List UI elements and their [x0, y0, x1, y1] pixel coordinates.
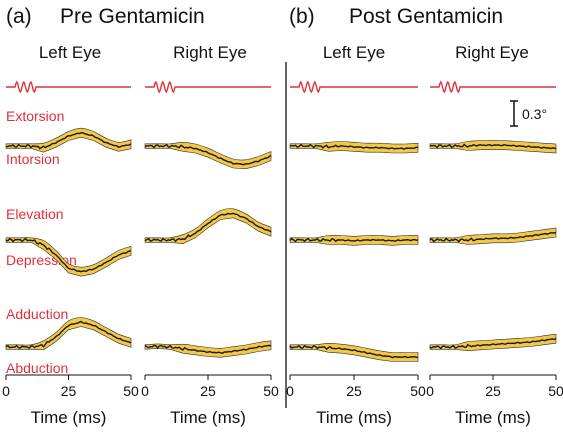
direction-label-adduction: Adduction — [6, 306, 68, 322]
direction-label-abduction: Abduction — [6, 360, 68, 376]
trace-1-vertical — [144, 212, 272, 243]
x-tick-label-0-50: 50 — [123, 383, 139, 399]
trace-1-horizontal — [144, 344, 272, 354]
x-tick-label-3-25: 25 — [485, 383, 501, 399]
axis-layer: 0 25 50 Time (ms) 0 25 50 Time (ms) 0 25 50 Time (m… — [2, 374, 563, 427]
stimulus-waveform-2 — [290, 80, 418, 94]
eye-header-post-left: Left Eye — [323, 43, 385, 62]
trace-0-torsion — [5, 131, 132, 150]
panel-a-title: Pre Gentamicin — [60, 5, 205, 28]
x-tick-label-0-0: 0 — [2, 383, 10, 399]
stimulus-waveform-1 — [145, 80, 271, 94]
sd-band-1-horizontal — [144, 340, 272, 358]
trace-2-torsion — [289, 143, 419, 150]
sd-band-1-vertical — [144, 208, 272, 245]
panel-a-label: (a) — [6, 5, 32, 28]
sd-band-0-torsion — [5, 127, 132, 153]
stimulus-layer — [6, 80, 556, 94]
x-tick-label-3-50: 50 — [548, 383, 563, 399]
sd-band-0-vertical — [5, 237, 132, 277]
x-tick-label-2-50: 50 — [410, 383, 426, 399]
x-tick-label-1-25: 25 — [200, 383, 216, 399]
scale-bar-label: 0.3° — [522, 106, 547, 122]
direction-label-extorsion: Extorsion — [6, 108, 64, 124]
trace-3-horizontal — [429, 337, 557, 350]
trace-2-horizontal — [289, 344, 419, 359]
x-axis-label-1: Time (ms) — [170, 408, 246, 427]
direction-label-elevation: Elevation — [6, 206, 64, 222]
x-tick-label-2-0: 0 — [286, 383, 294, 399]
x-axis-label-0: Time (ms) — [31, 408, 107, 427]
sd-band-1-torsion — [144, 141, 272, 170]
sd-band-3-horizontal — [429, 333, 557, 352]
trace-0-horizontal — [5, 320, 132, 350]
x-tick-label-3-0: 0 — [426, 383, 434, 399]
scale-bar: 0.3° — [510, 100, 547, 127]
eye-header-pre-left: Left Eye — [39, 43, 101, 62]
x-tick-label-2-25: 25 — [346, 383, 362, 399]
direction-label-intorsion: Intorsion — [6, 151, 60, 167]
eye-header-pre-right: Right Eye — [173, 43, 247, 62]
x-axis-label-2: Time (ms) — [316, 408, 392, 427]
sd-band-0-horizontal — [5, 317, 132, 351]
x-tick-label-0-25: 25 — [61, 383, 77, 399]
trace-0-vertical — [5, 237, 132, 273]
stimulus-waveform-0 — [6, 80, 131, 94]
trace-2-vertical — [289, 237, 419, 243]
sd-band-3-torsion — [429, 140, 557, 154]
x-tick-label-1-0: 0 — [141, 383, 149, 399]
trace-3-torsion — [429, 143, 557, 150]
stimulus-waveform-3 — [430, 80, 556, 94]
trace-layer — [5, 127, 557, 362]
x-tick-label-1-50: 50 — [263, 383, 279, 399]
trace-3-vertical — [429, 231, 557, 243]
sd-band-2-horizontal — [289, 342, 419, 362]
sd-band-3-vertical — [429, 227, 557, 245]
panel-b-title: Post Gentamicin — [349, 5, 503, 28]
eye-header-post-right: Right Eye — [455, 43, 529, 62]
panel-b-label: (b) — [289, 5, 315, 28]
x-axis-label-3: Time (ms) — [455, 408, 531, 427]
trace-1-torsion — [144, 143, 272, 166]
